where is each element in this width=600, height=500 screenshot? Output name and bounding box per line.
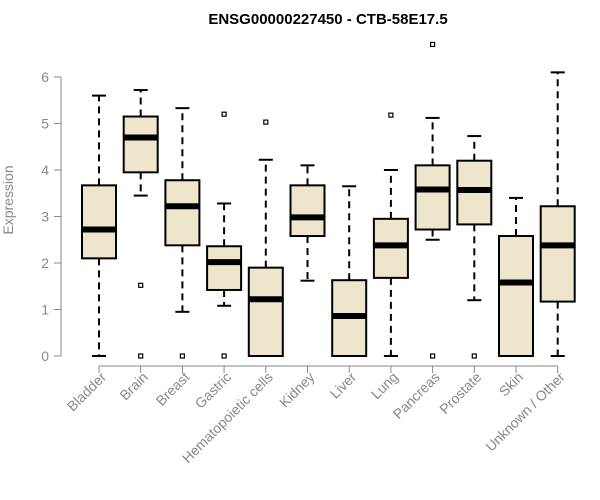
- box-iqr: [539, 205, 576, 303]
- outlier-point: [221, 353, 227, 359]
- y-tick-label: 4: [41, 162, 49, 178]
- box-gastric: [206, 111, 243, 359]
- box-iqr: [206, 245, 243, 291]
- box-hematopoietic-cells: [247, 119, 284, 357]
- outlier-point: [430, 353, 436, 359]
- x-tick-label: Lung: [368, 369, 401, 402]
- box-iqr: [247, 266, 284, 357]
- x-tick-label: Unknown / Other: [482, 369, 568, 455]
- outlier-point: [471, 353, 477, 359]
- outlier-point: [179, 353, 185, 359]
- x-tick-label: Prostate: [436, 369, 484, 417]
- y-tick-label: 0: [41, 348, 49, 364]
- y-axis-label: Expression: [0, 165, 16, 234]
- y-tick-label: 1: [41, 302, 49, 318]
- box-lung: [372, 112, 409, 357]
- y-tick-label: 5: [41, 116, 49, 132]
- box-unknown-other: [539, 71, 576, 357]
- x-tick-label: Skin: [496, 369, 527, 400]
- box-iqr: [498, 235, 534, 357]
- y-tick-label: 3: [41, 209, 49, 225]
- outlier-point: [263, 119, 269, 125]
- outlier-point: [430, 41, 436, 48]
- x-tick-label: Bladder: [64, 369, 110, 415]
- box-liver: [331, 185, 368, 357]
- box-prostate: [456, 135, 493, 359]
- box-bladder: [81, 94, 117, 357]
- box-skin: [498, 196, 534, 357]
- box-iqr: [372, 217, 409, 279]
- y-axis: 0 1 2 3 4 5 6: [41, 69, 62, 364]
- box-iqr: [81, 184, 117, 260]
- x-tick-label: Breast: [153, 369, 193, 409]
- x-tick-label: Brain: [116, 369, 150, 403]
- outlier-point: [388, 112, 394, 118]
- x-tick-label: Kidney: [276, 369, 318, 411]
- box-iqr: [122, 115, 159, 174]
- y-tick-label: 6: [41, 69, 49, 85]
- box-brain: [122, 89, 159, 359]
- box-pancreas: [414, 41, 451, 359]
- chart-title: ENSG00000227450 - CTB-58E17.5: [208, 11, 447, 28]
- y-tick-label: 2: [41, 255, 49, 271]
- box-iqr: [289, 184, 326, 238]
- box-kidney: [289, 164, 326, 282]
- box-iqr: [414, 164, 451, 231]
- x-tick-label: Liver: [327, 369, 360, 402]
- box-breast: [164, 107, 201, 359]
- box-series: [81, 41, 576, 359]
- outlier-point: [221, 111, 227, 117]
- box-iqr: [164, 179, 201, 247]
- outlier-point: [138, 282, 144, 288]
- outlier-point: [138, 353, 144, 359]
